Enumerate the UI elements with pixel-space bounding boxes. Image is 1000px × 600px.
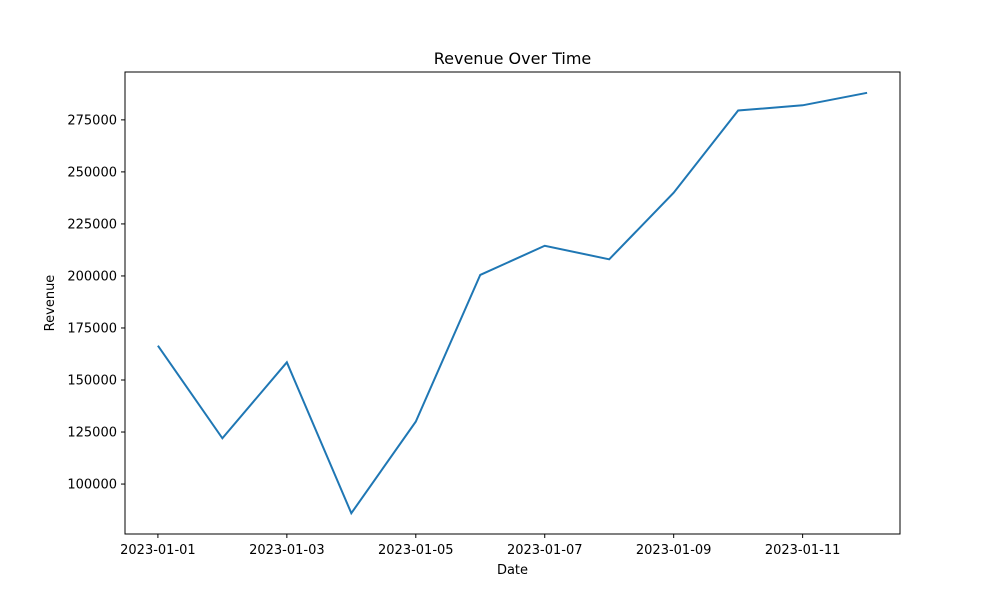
plot-area (157, 91, 868, 516)
x-tick-label: 2023-01-03 (249, 543, 325, 558)
x-tick-label: 2023-01-11 (765, 543, 841, 558)
chart-title: Revenue Over Time (434, 49, 592, 68)
x-tick-label: 2023-01-01 (120, 543, 196, 558)
series-line-0 (157, 91, 868, 516)
y-tick-label: 225000 (67, 217, 117, 232)
x-axis-label: Date (497, 563, 528, 578)
x-tick-label: 2023-01-09 (636, 543, 712, 558)
y-tick-label: 100000 (67, 478, 117, 493)
y-tick-label: 275000 (67, 113, 117, 128)
x-tick-label: 2023-01-07 (507, 543, 583, 558)
y-tick-label: 175000 (67, 321, 117, 336)
y-tick-label: 250000 (67, 165, 117, 180)
plot-frame (124, 71, 901, 535)
x-tick-label: 2023-01-05 (378, 543, 454, 558)
y-axis-ticks: 100000 125000 150000 175000 200000 225000 2500… (67, 113, 125, 493)
y-tick-label: 125000 (67, 426, 117, 441)
y-tick-label: 200000 (67, 269, 117, 284)
y-tick-label: 150000 (67, 374, 117, 389)
y-axis-label: Revenue (43, 275, 58, 332)
x-axis-ticks: 2023-01-01 2023-01-03 2023-01-05 2023-01-07… (120, 534, 840, 558)
